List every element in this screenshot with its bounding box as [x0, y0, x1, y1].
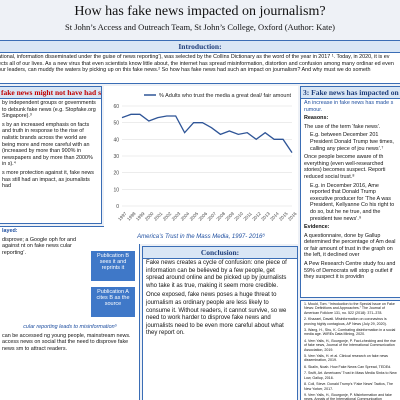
references: 1. Mould, Tom. “Introduction to the Spec…	[301, 301, 400, 400]
poster-subtitle: St John’s Access and Outreach Team, St J…	[64, 22, 336, 32]
section3-item: E.g. in December 2016, Ame reported that…	[310, 182, 395, 222]
reference: 5. Vern Yalls, H. et al. Clinical resear…	[304, 354, 388, 363]
x-tick-label: 2005	[189, 211, 200, 222]
reference: 3. Wang, H., Shu, K. Combating disinform…	[304, 328, 396, 337]
section3-evidence: Evidence:	[304, 224, 330, 231]
section2-items: by independent groups or governments to …	[0, 99, 101, 193]
conclusion-box: Conclusion: Fake news creates a cycle of…	[142, 246, 298, 400]
poster-title: How has fake news impacted on journalism…	[74, 4, 326, 19]
section3-box: 3: Fake news has impacted on journalism …	[300, 86, 400, 298]
section4-subheading: cular reporting leads to misinformation⁶	[23, 324, 117, 330]
section4-text2: cular reporting leads to misinformation⁶…	[0, 323, 139, 355]
intro-heading: Introduction:	[0, 41, 400, 53]
section2-box: fake news might not have had such an imp…	[0, 86, 102, 224]
chart-caption: America’s Trust in the Mass Media, 1997-…	[136, 233, 265, 240]
section3-item: The use of the term ‘fake news’.	[304, 123, 381, 130]
reference: 9. Vern Yalls, H., Bourgonje, P. Misinfo…	[304, 392, 392, 400]
x-tick-label: 2015	[278, 211, 289, 222]
references-box: 1. Mould, Tom. “Introduction to the Spec…	[300, 300, 400, 400]
reference: 7. Swift, Art. Americans’ Trust in Mass …	[304, 371, 397, 380]
intro-box: Introduction: ational, information disse…	[0, 40, 400, 84]
section3-text: An increase in fake news has made s rumo…	[301, 99, 400, 284]
x-tick-label: 2010	[233, 211, 244, 222]
x-tick-label: 2013	[260, 211, 271, 222]
section3-intro: An increase in fake news has made s rumo…	[304, 100, 394, 113]
diagram-box: Publication A cites B as the source	[91, 287, 135, 317]
y-tick-label: 0	[116, 204, 119, 210]
x-tick-label: 2016	[287, 211, 298, 222]
reference: 6. Skalin, Noah. How Fake News Can Sprea…	[304, 364, 392, 369]
section4-box: layed: disprove; a Google oph for and ag…	[0, 226, 140, 400]
section3-item: A Pew Research Centre study fou and 59% …	[304, 261, 396, 281]
reference: 8. Coll, Steve. Donald Trump’s ‘Fake New…	[304, 382, 393, 391]
section3-heading: 3: Fake news has impacted on journalism	[301, 87, 400, 99]
section4-heading: layed:	[2, 228, 18, 234]
x-tick-label: 2002	[162, 211, 173, 222]
x-tick-label: 2001	[153, 211, 164, 222]
x-tick-label: 2003	[171, 211, 182, 222]
conclusion-heading: Conclusion:	[143, 247, 297, 259]
y-tick-label: 10	[113, 187, 119, 193]
section2-item: by independent groups or governments to …	[2, 100, 96, 120]
y-tick-label: 20	[113, 171, 119, 177]
x-tick-label: 2007	[207, 211, 218, 222]
x-tick-label: 1998	[126, 211, 137, 222]
reference: 4. Vern Yalls, H., Bourgonje, P. Fact-ch…	[304, 338, 396, 352]
x-tick-label: 2014	[269, 211, 280, 222]
section2-item: s more protection against it, fake news …	[2, 169, 94, 190]
y-tick-label: 30	[113, 154, 119, 160]
section2-item: s by an increased emphasis on facts and …	[2, 121, 93, 168]
diagram-box: Publication B sees it and reprints it	[91, 251, 135, 281]
section3-item: E.g. between December 201 President Dona…	[310, 132, 394, 152]
section3-item: Once people become aware of th everythin…	[304, 154, 386, 180]
section4-body: disprove; a Google oph for and against n…	[2, 236, 77, 256]
y-tick-label: 60	[113, 104, 119, 110]
x-tick-label: 1997	[117, 211, 128, 222]
chart: % Adults who trust the media a great dea…	[104, 86, 298, 244]
x-tick-label: 2012	[251, 211, 262, 222]
section4-text: layed: disprove; a Google oph for and ag…	[0, 227, 91, 259]
section4-body2: can be accessed ng young people, mainstr…	[2, 332, 131, 352]
reference: 2. Khazaei, Davati. Misinformation on co…	[304, 317, 387, 326]
section2-heading: fake news might not have had such an imp…	[0, 87, 101, 99]
x-tick-label: 2000	[144, 211, 155, 222]
y-tick-label: 50	[113, 121, 119, 127]
x-tick-label: 2009	[224, 211, 235, 222]
intro-text: ational, information disseminated under …	[0, 54, 394, 74]
section3-item: A questionnaire, done by Gallup determin…	[304, 232, 396, 259]
conclusion-paragraph: Once exposed, fake news poses a huge thr…	[146, 292, 287, 337]
reference: 1. Mould, Tom. “Introduction to the Spec…	[304, 302, 395, 315]
legend-label: % Adults who trust the media a great dea…	[159, 93, 292, 99]
conclusion-text: Fake news creates a cycle of confusion: …	[143, 259, 297, 341]
section3-reasons: Reasons:	[304, 115, 329, 122]
x-tick-label: 2004	[180, 211, 191, 222]
x-tick-label: 2011	[242, 211, 253, 222]
x-tick-label: 2006	[198, 211, 209, 222]
x-tick-label: 2008	[215, 211, 226, 222]
data-line	[121, 113, 293, 154]
y-tick-label: 40	[113, 137, 119, 143]
x-tick-label: 1999	[135, 211, 146, 222]
chart-bg	[104, 86, 298, 244]
conclusion-paragraph: Fake news creates a cycle of confusion: …	[146, 260, 287, 289]
